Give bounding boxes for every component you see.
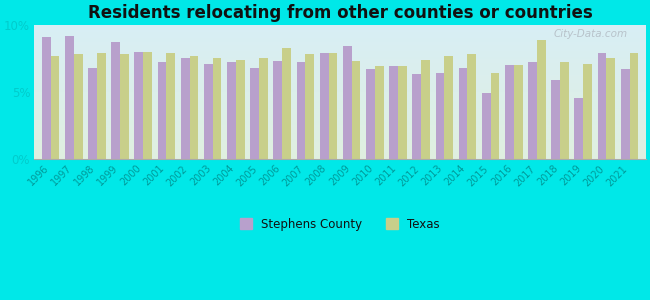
- Bar: [296, 62, 306, 158]
- Text: City-Data.com: City-Data.com: [553, 29, 627, 39]
- Bar: [88, 68, 97, 158]
- Bar: [306, 55, 314, 158]
- Bar: [505, 65, 514, 158]
- Bar: [398, 67, 407, 158]
- Bar: [320, 53, 328, 158]
- Bar: [190, 56, 198, 158]
- Bar: [343, 46, 352, 158]
- Bar: [328, 53, 337, 158]
- Bar: [157, 62, 166, 158]
- Bar: [120, 55, 129, 158]
- Bar: [181, 58, 190, 158]
- Bar: [467, 55, 476, 158]
- Bar: [366, 69, 375, 158]
- Bar: [51, 56, 59, 158]
- Bar: [111, 43, 120, 158]
- Bar: [97, 53, 106, 158]
- Bar: [445, 56, 453, 158]
- Bar: [204, 64, 213, 158]
- Bar: [236, 60, 244, 158]
- Bar: [482, 93, 491, 158]
- Bar: [227, 62, 236, 158]
- Bar: [250, 68, 259, 158]
- Bar: [621, 69, 630, 158]
- Bar: [597, 53, 606, 158]
- Bar: [491, 73, 499, 158]
- Bar: [274, 61, 282, 158]
- Bar: [583, 64, 592, 158]
- Bar: [560, 62, 569, 158]
- Bar: [459, 68, 467, 158]
- Bar: [514, 65, 523, 158]
- Bar: [630, 53, 638, 158]
- Bar: [65, 36, 73, 158]
- Bar: [259, 58, 268, 158]
- Bar: [135, 52, 143, 158]
- Legend: Stephens County, Texas: Stephens County, Texas: [235, 213, 445, 235]
- Bar: [166, 53, 175, 158]
- Bar: [551, 80, 560, 158]
- Bar: [412, 74, 421, 158]
- Bar: [528, 62, 537, 158]
- Bar: [436, 73, 445, 158]
- Bar: [73, 55, 83, 158]
- Bar: [606, 58, 616, 158]
- Bar: [537, 40, 546, 158]
- Bar: [282, 48, 291, 158]
- Bar: [375, 67, 383, 158]
- Bar: [389, 67, 398, 158]
- Bar: [421, 60, 430, 158]
- Bar: [575, 98, 583, 158]
- Bar: [143, 52, 152, 158]
- Bar: [352, 61, 361, 158]
- Title: Residents relocating from other counties or countries: Residents relocating from other counties…: [88, 4, 592, 22]
- Bar: [42, 37, 51, 158]
- Bar: [213, 58, 222, 158]
